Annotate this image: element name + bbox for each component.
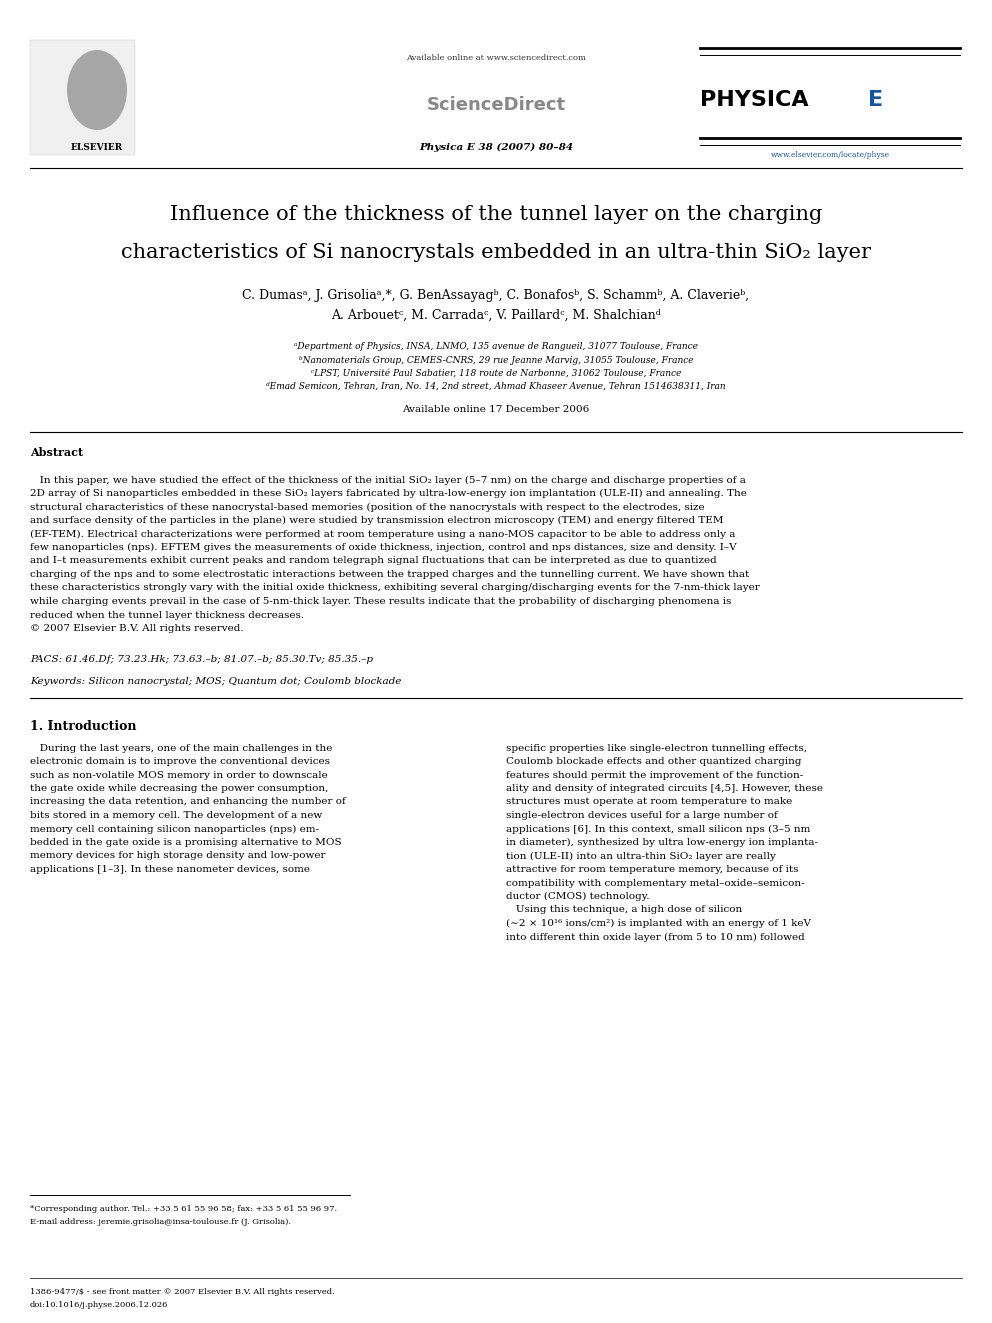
Text: E: E <box>868 90 883 110</box>
Text: the gate oxide while decreasing the power consumption,: the gate oxide while decreasing the powe… <box>30 785 328 792</box>
Text: single-electron devices useful for a large number of: single-electron devices useful for a lar… <box>506 811 778 820</box>
Text: applications [1–3]. In these nanometer devices, some: applications [1–3]. In these nanometer d… <box>30 865 310 875</box>
Text: bedded in the gate oxide is a promising alternative to MOS: bedded in the gate oxide is a promising … <box>30 837 341 847</box>
Text: electronic domain is to improve the conventional devices: electronic domain is to improve the conv… <box>30 757 330 766</box>
Text: 2D array of Si nanoparticles embedded in these SiO₂ layers fabricated by ultra-l: 2D array of Si nanoparticles embedded in… <box>30 490 747 497</box>
Text: these characteristics strongly vary with the initial oxide thickness, exhibiting: these characteristics strongly vary with… <box>30 583 760 593</box>
Text: memory devices for high storage density and low-power: memory devices for high storage density … <box>30 852 325 860</box>
Text: and surface density of the particles in the plane) were studied by transmission : and surface density of the particles in … <box>30 516 723 525</box>
Text: ELSEVIER: ELSEVIER <box>71 143 123 152</box>
Text: © 2007 Elsevier B.V. All rights reserved.: © 2007 Elsevier B.V. All rights reserved… <box>30 624 244 632</box>
Text: applications [6]. In this context, small silicon nps (3–5 nm: applications [6]. In this context, small… <box>506 824 810 833</box>
Text: C. Dumasᵃ, J. Grisoliaᵃ,*, G. BenAssayagᵇ, C. Bonafosᵇ, S. Schammᵇ, A. Claverieᵇ: C. Dumasᵃ, J. Grisoliaᵃ,*, G. BenAssayag… <box>242 288 750 302</box>
Text: structures must operate at room temperature to make: structures must operate at room temperat… <box>506 798 793 807</box>
Text: PHYSICA: PHYSICA <box>700 90 816 110</box>
Text: ductor (CMOS) technology.: ductor (CMOS) technology. <box>506 892 650 901</box>
Text: 1386-9477/$ - see front matter © 2007 Elsevier B.V. All rights reserved.: 1386-9477/$ - see front matter © 2007 El… <box>30 1289 334 1297</box>
Text: specific properties like single-electron tunnelling effects,: specific properties like single-electron… <box>506 744 807 753</box>
Text: *Corresponding author. Tel.: +33 5 61 55 96 58; fax: +33 5 61 55 96 97.: *Corresponding author. Tel.: +33 5 61 55… <box>30 1205 337 1213</box>
Text: PACS: 61.46.Df; 73.23.Hk; 73.63.–b; 81.07.–b; 85.30.Tv; 85.35.–p: PACS: 61.46.Df; 73.23.Hk; 73.63.–b; 81.0… <box>30 655 373 664</box>
Text: Physica E 38 (2007) 80–84: Physica E 38 (2007) 80–84 <box>419 143 573 152</box>
Text: such as non-volatile MOS memory in order to downscale: such as non-volatile MOS memory in order… <box>30 770 327 779</box>
Text: Coulomb blockade effects and other quantized charging: Coulomb blockade effects and other quant… <box>506 757 802 766</box>
Text: ᶜLPST, Université Paul Sabatier, 118 route de Narbonne, 31062 Toulouse, France: ᶜLPST, Université Paul Sabatier, 118 rou… <box>310 369 682 377</box>
Text: into different thin oxide layer (from 5 to 10 nm) followed: into different thin oxide layer (from 5 … <box>506 933 805 942</box>
Text: compatibility with complementary metal–oxide–semicon-: compatibility with complementary metal–o… <box>506 878 805 888</box>
Text: ality and density of integrated circuits [4,5]. However, these: ality and density of integrated circuits… <box>506 785 823 792</box>
Text: doi:10.1016/j.physe.2006.12.026: doi:10.1016/j.physe.2006.12.026 <box>30 1301 169 1308</box>
Text: charging of the nps and to some electrostatic interactions between the trapped c: charging of the nps and to some electros… <box>30 570 749 579</box>
Text: tion (ULE-II) into an ultra-thin SiO₂ layer are really: tion (ULE-II) into an ultra-thin SiO₂ la… <box>506 852 776 860</box>
Text: ᵈEmad Semicon, Tehran, Iran, No. 14, 2nd street, Ahmad Khaseer Avenue, Tehran 15: ᵈEmad Semicon, Tehran, Iran, No. 14, 2nd… <box>266 381 726 390</box>
Text: few nanoparticles (nps). EFTEM gives the measurements of oxide thickness, inject: few nanoparticles (nps). EFTEM gives the… <box>30 542 737 552</box>
Text: Abstract: Abstract <box>30 446 83 458</box>
Text: ScienceDirect: ScienceDirect <box>427 97 565 114</box>
FancyBboxPatch shape <box>30 40 135 155</box>
Text: ᵃDepartment of Physics, INSA, LNMO, 135 avenue de Rangueil, 31077 Toulouse, Fran: ᵃDepartment of Physics, INSA, LNMO, 135 … <box>294 343 698 352</box>
Text: 1. Introduction: 1. Introduction <box>30 720 137 733</box>
Text: attractive for room temperature memory, because of its: attractive for room temperature memory, … <box>506 865 799 875</box>
Text: Available online 17 December 2006: Available online 17 December 2006 <box>403 406 589 414</box>
Text: In this paper, we have studied the effect of the thickness of the initial SiO₂ l: In this paper, we have studied the effec… <box>30 475 746 484</box>
Text: and I–t measurements exhibit current peaks and random telegraph signal fluctuati: and I–t measurements exhibit current pea… <box>30 557 717 565</box>
Text: A. Arbouetᶜ, M. Carradaᶜ, V. Paillardᶜ, M. Shalchianᵈ: A. Arbouetᶜ, M. Carradaᶜ, V. Paillardᶜ, … <box>331 308 661 321</box>
Text: memory cell containing silicon nanoparticles (nps) em-: memory cell containing silicon nanoparti… <box>30 824 319 833</box>
Text: structural characteristics of these nanocrystal-based memories (position of the : structural characteristics of these nano… <box>30 503 704 512</box>
Text: Available online at www.sciencedirect.com: Available online at www.sciencedirect.co… <box>406 54 586 62</box>
Text: (EF-TEM). Electrical characterizations were performed at room temperature using : (EF-TEM). Electrical characterizations w… <box>30 529 735 538</box>
Text: bits stored in a memory cell. The development of a new: bits stored in a memory cell. The develo… <box>30 811 322 820</box>
Text: www.elsevier.com/locate/physe: www.elsevier.com/locate/physe <box>771 151 890 159</box>
Text: characteristics of Si nanocrystals embedded in an ultra-thin SiO₂ layer: characteristics of Si nanocrystals embed… <box>121 242 871 262</box>
Ellipse shape <box>67 50 127 130</box>
Text: while charging events prevail in the case of 5-nm-thick layer. These results ind: while charging events prevail in the cas… <box>30 597 731 606</box>
Text: ᵇNanomaterials Group, CEMES-CNRS, 29 rue Jeanne Marvig, 31055 Toulouse, France: ᵇNanomaterials Group, CEMES-CNRS, 29 rue… <box>299 356 693 365</box>
Text: features should permit the improvement of the function-: features should permit the improvement o… <box>506 770 804 779</box>
Text: Keywords: Silicon nanocrystal; MOS; Quantum dot; Coulomb blockade: Keywords: Silicon nanocrystal; MOS; Quan… <box>30 677 402 687</box>
Text: Influence of the thickness of the tunnel layer on the charging: Influence of the thickness of the tunnel… <box>170 205 822 225</box>
Text: (∼2 × 10¹⁶ ions/cm²) is implanted with an energy of 1 keV: (∼2 × 10¹⁶ ions/cm²) is implanted with a… <box>506 919 811 927</box>
Text: reduced when the tunnel layer thickness decreases.: reduced when the tunnel layer thickness … <box>30 610 305 619</box>
Text: During the last years, one of the main challenges in the: During the last years, one of the main c… <box>30 744 332 753</box>
Text: increasing the data retention, and enhancing the number of: increasing the data retention, and enhan… <box>30 798 346 807</box>
Text: Using this technique, a high dose of silicon: Using this technique, a high dose of sil… <box>506 905 742 914</box>
Text: E-mail address: jeremie.grisolia@insa-toulouse.fr (J. Grisolia).: E-mail address: jeremie.grisolia@insa-to… <box>30 1218 291 1226</box>
Text: in diameter), synthesized by ultra low-energy ion implanta-: in diameter), synthesized by ultra low-e… <box>506 837 818 847</box>
